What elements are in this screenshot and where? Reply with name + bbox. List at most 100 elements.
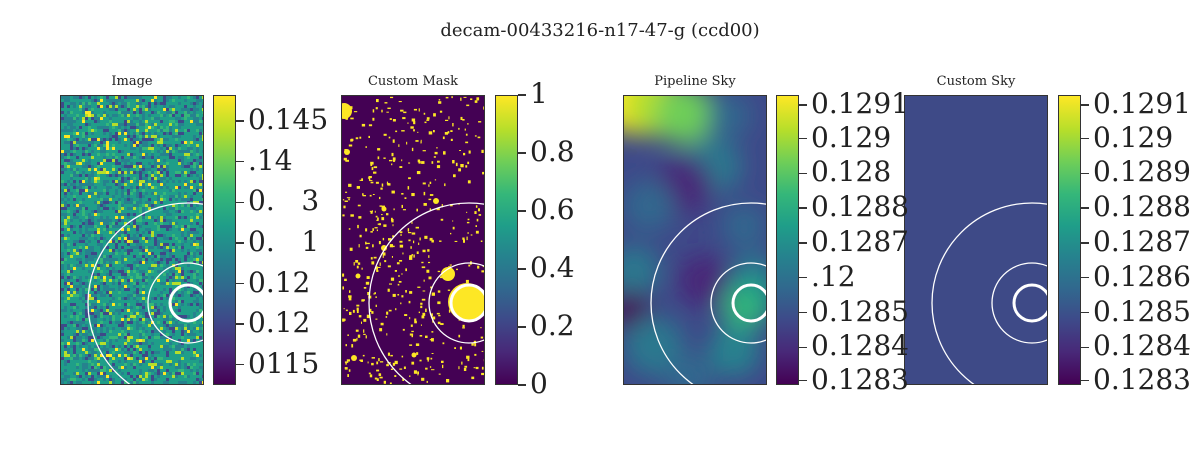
image-pixel [196, 261, 199, 264]
image-pixel [166, 180, 169, 183]
image-pixel [199, 138, 202, 141]
image-pixel [136, 291, 139, 294]
image-pixel [187, 288, 190, 291]
image-pixel [163, 315, 166, 318]
image-pixel [82, 213, 85, 216]
mask-pixel [356, 307, 359, 311]
image-pixel [124, 195, 127, 198]
mask-pixel [436, 165, 441, 169]
image-pixel [91, 378, 94, 381]
image-pixel [76, 225, 79, 228]
image-pixel [145, 228, 148, 231]
image-pixel [148, 189, 151, 192]
image-pixel [85, 222, 88, 225]
image-pixel [145, 366, 148, 369]
image-pixel [169, 252, 172, 255]
image-pixel [70, 141, 73, 144]
image-pixel [199, 231, 202, 234]
mask-pixel [402, 117, 406, 120]
image-pixel [202, 111, 203, 114]
image-pixel [187, 192, 190, 195]
mask-pixel [421, 261, 424, 264]
image-pixel [136, 204, 139, 207]
image-pixel [121, 132, 124, 135]
image-pixel [61, 102, 64, 105]
image-pixel [202, 231, 203, 234]
image-pixel [148, 177, 151, 180]
image-pixel [88, 201, 91, 204]
image-pixel [166, 246, 169, 249]
image-pixel [181, 252, 184, 255]
image-pixel [172, 213, 175, 216]
image-pixel [85, 339, 88, 342]
image-pixel [181, 192, 184, 195]
image-pixel [85, 237, 88, 240]
image-pixel [76, 183, 79, 186]
image-pixel [79, 153, 82, 156]
mask-pixel [408, 162, 411, 164]
image-pixel [94, 135, 97, 138]
image-pixel [166, 234, 169, 237]
image-pixel [148, 201, 151, 204]
image-pixel [133, 192, 136, 195]
image-pixel [202, 162, 203, 165]
image-pixel [172, 234, 175, 237]
image-pixel [175, 273, 178, 276]
image-pixel [106, 159, 109, 162]
image-pixel [109, 255, 112, 258]
image-pixel [100, 354, 103, 357]
image-pixel [181, 219, 184, 222]
image-pixel [127, 312, 130, 315]
image-pixel [196, 198, 199, 201]
image-pixel [193, 369, 196, 372]
image-pixel [112, 144, 115, 147]
image-pixel [121, 159, 124, 162]
image-pixel [196, 159, 199, 162]
image-pixel [142, 231, 145, 234]
image-pixel [64, 147, 67, 150]
image-pixel [139, 336, 142, 339]
image-pixel [151, 231, 154, 234]
image-pixel [91, 252, 94, 255]
image-pixel [160, 153, 163, 156]
image-pixel [106, 102, 109, 105]
image-pixel [91, 255, 94, 258]
image-pixel [157, 192, 160, 195]
image-pixel [181, 153, 184, 156]
image-pixel [61, 306, 64, 309]
image-pixel [151, 267, 154, 270]
image-pixel [64, 267, 67, 270]
image-pixel [166, 210, 169, 213]
image-pixel [148, 276, 151, 279]
image-pixel [121, 183, 124, 186]
image-pixel [136, 261, 139, 264]
image-pixel [142, 219, 145, 222]
image-pixel [142, 333, 145, 336]
image-pixel [91, 171, 94, 174]
image-pixel [124, 264, 127, 267]
image-pixel [139, 135, 142, 138]
image-pixel [88, 168, 91, 171]
image-pixel [73, 381, 76, 384]
image-pixel [67, 288, 70, 291]
image-pixel [91, 294, 94, 297]
image-pixel [178, 324, 181, 327]
image-pixel [70, 378, 73, 381]
image-pixel [91, 189, 94, 192]
image-pixel [172, 240, 175, 243]
image-pixel [109, 213, 112, 216]
image-pixel [76, 111, 79, 114]
image-pixel [115, 315, 118, 318]
image-pixel [106, 366, 109, 369]
image-pixel [190, 204, 193, 207]
image-pixel [187, 357, 190, 360]
image-pixel [115, 120, 118, 123]
image-pixel [73, 384, 76, 385]
image-pixel [136, 378, 139, 381]
image-pixel [196, 165, 199, 168]
image-pixel [133, 105, 136, 108]
image-pixel [70, 321, 73, 324]
image-pixel [163, 153, 166, 156]
image-pixel [157, 228, 160, 231]
image-pixel [115, 303, 118, 306]
